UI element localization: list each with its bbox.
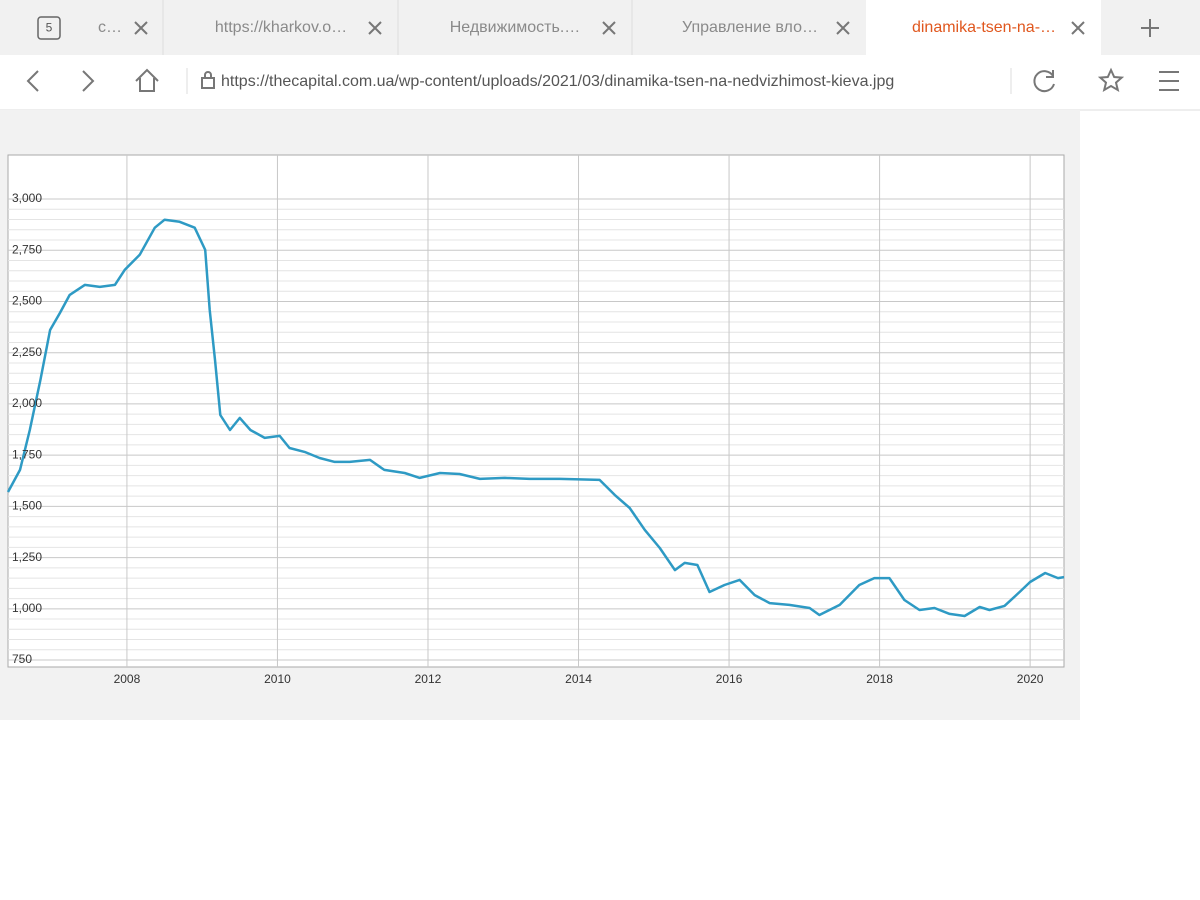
tab-title[interactable]: https://kharkov.o…	[215, 19, 347, 36]
lock-icon	[201, 71, 215, 89]
tab-title[interactable]: Управление вло…	[682, 19, 818, 36]
new-tab-button[interactable]	[1141, 19, 1159, 37]
labels: 750 1,000 1,250 1,500 1,750 2,000 2,250 2,500 2,…	[12, 191, 1044, 686]
y-tick-label: 3,000	[12, 191, 42, 205]
tab-count[interactable]: 5	[46, 21, 53, 35]
forward-button[interactable]	[82, 70, 95, 92]
tab-title[interactable]: Недвижимость.…	[450, 19, 581, 36]
x-tick-label: 2016	[716, 672, 743, 686]
x-tick-label: 2018	[866, 672, 893, 686]
menu-button[interactable]	[1159, 71, 1179, 91]
x-tick-label: 2014	[565, 672, 592, 686]
back-button[interactable]	[26, 70, 39, 92]
toolbar	[0, 55, 1200, 110]
home-button[interactable]	[135, 68, 159, 92]
y-tick-label: 1,250	[12, 550, 42, 564]
x-tick-label: 2008	[114, 672, 141, 686]
plot-area	[7, 154, 1065, 668]
tab-title[interactable]: с…	[98, 19, 122, 36]
marks	[6, 218, 1065, 618]
y-tick-label: 1,750	[12, 447, 42, 461]
y-tick-label: 1,000	[12, 601, 42, 615]
y-tick-label: 2,250	[12, 345, 42, 359]
tab-close-icons[interactable]	[134, 21, 1085, 35]
x-tick-label: 2010	[264, 672, 291, 686]
tab-title[interactable]: dinamika-tsen-na-…	[912, 19, 1056, 36]
y-tick-label: 2,500	[12, 294, 42, 308]
tab-counter[interactable]	[37, 16, 61, 40]
x-tick-label: 2012	[415, 672, 442, 686]
active-tab[interactable]	[866, 0, 1101, 56]
data-line	[6, 218, 1065, 618]
url[interactable]: https://thecapital.com.ua/wp-content/upl…	[221, 73, 894, 90]
y-tick-label: 750	[12, 652, 32, 666]
reload-button[interactable]	[1033, 70, 1055, 93]
y-tick-label: 2,750	[12, 242, 42, 256]
y-tick-label: 2,000	[12, 396, 42, 410]
y-tick-label: 1,500	[12, 499, 42, 513]
x-tick-label: 2020	[1017, 672, 1044, 686]
bookmark-button[interactable]	[1097, 67, 1125, 93]
